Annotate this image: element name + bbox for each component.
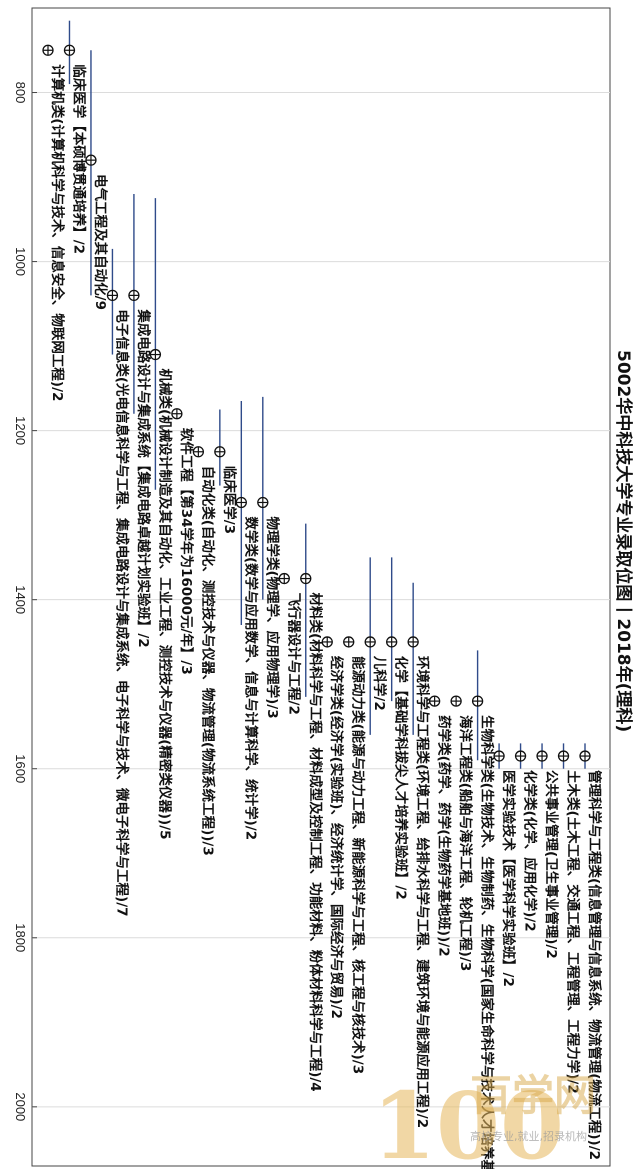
data-point xyxy=(364,636,376,648)
grid xyxy=(32,92,610,1108)
category-label: 管理科学与工程类(信息管理与信息系统、物流管理(物流工程))/2 xyxy=(586,770,603,1160)
category-label: 临床医学/3 xyxy=(221,466,238,534)
category-label: 经济学类(经济学(实验班)、经济统计学、国际经济与贸易)/2 xyxy=(328,656,345,1019)
category-label: 医学实验技术【医学科学实验班】/2 xyxy=(500,770,517,987)
category-label: 化学类(化学、应用化学)/2 xyxy=(522,770,539,932)
data-point xyxy=(171,408,183,420)
category-label: 儿科学/2 xyxy=(371,655,388,711)
data-point xyxy=(63,44,76,56)
category-label: 数学类(数学与应用数学、信息与计算科学、统计学)/2 xyxy=(242,516,259,840)
data-point xyxy=(257,496,269,509)
category-label: 环境科学与工程类(环境工程、给排水科学与工程、建筑环境与能源应用工程)/2 xyxy=(414,656,431,1128)
data-point xyxy=(149,348,162,361)
category-label: 集成电路设计与集成系统【集成电路卓越计划实验班】/2 xyxy=(135,308,152,647)
category-label: 计算机类(计算机科学与技术、信息安全、物联网工程)/2 xyxy=(49,64,66,401)
category-labels: 计算机类(计算机科学与技术、信息安全、物联网工程)/2 临床医学【本硕博贯通培养】… xyxy=(49,64,603,1169)
data-point xyxy=(493,750,505,762)
category-label: 机械类(机械设计制造及其自动化、工业工程、测控技术与仪器(精密类仪器))/5 xyxy=(156,369,173,840)
data-point xyxy=(386,636,398,648)
category-label: 电子信息类(光电信息科学与工程、集成电路设计与集成系统、电子科学与技术、微电子科… xyxy=(113,309,130,916)
category-label: 临床医学【本硕博贯通培养】/2 xyxy=(70,64,87,254)
category-label: 自动化类(自动化、测控技术与仪器、物流管理(物流系统工程))/3 xyxy=(199,466,216,856)
category-label: 药学类(药学、药学(生物药学基地班))/2 xyxy=(436,715,453,957)
data-point xyxy=(300,572,312,585)
x-axis-ticks: 800 1000 1200 1400 1600 1800 2000 xyxy=(13,82,37,1121)
data-point xyxy=(557,750,570,762)
data-point xyxy=(192,446,205,458)
x-tick-label: 1600 xyxy=(13,754,28,783)
data-point xyxy=(471,695,484,707)
watermark: 100 百学网 高校专业,就业,招录机构 xyxy=(372,1071,596,1169)
data-marks xyxy=(42,20,591,769)
data-point xyxy=(428,695,441,707)
data-point xyxy=(278,572,290,585)
data-point xyxy=(579,750,591,762)
x-tick-label: 1400 xyxy=(13,585,28,614)
category-label: 物理学类(物理学、应用物理学)/3 xyxy=(264,516,281,718)
data-point xyxy=(128,289,140,302)
watermark-digits: 100 xyxy=(372,1072,564,1169)
data-point xyxy=(214,446,226,458)
data-point xyxy=(407,636,419,648)
x-tick-label: 1800 xyxy=(13,923,28,952)
x-tick-label: 2000 xyxy=(13,1092,28,1121)
plot-area xyxy=(31,7,611,1167)
category-label: 飞行器设计与工程/2 xyxy=(285,593,302,715)
data-point xyxy=(450,695,462,707)
watermark-subtext: 高校专业,就业,招录机构 xyxy=(470,1129,587,1143)
category-label: 公共事业管理(卫生事业管理)/2 xyxy=(543,770,560,959)
category-label: 土木类(土木工程、交通工程、工程管理、工程力学)/2 xyxy=(565,770,582,1094)
category-label: 能源动力类(能源与动力工程、新能源科学与工程、核工程与核技术)/3 xyxy=(350,656,367,1074)
data-point xyxy=(235,496,247,509)
category-label: 生物科学类(生物技术、生物制药、生物科学(国家生命科学与技术人才培养基地))/2 xyxy=(479,715,496,1169)
data-point xyxy=(42,44,54,56)
data-point xyxy=(343,636,355,648)
x-tick-label: 1000 xyxy=(13,247,28,276)
chart-title: 5002华中科技大学专业录取位图丨2018年(理科) xyxy=(613,350,634,732)
watermark-text: 百学网 xyxy=(470,1071,596,1120)
category-label: 海洋工程类(船舶与海洋工程、轮机工程)/3 xyxy=(457,715,474,971)
data-point xyxy=(536,750,548,762)
category-label: 化学【基础学科拔尖人才培养实验班】/2 xyxy=(393,656,410,900)
data-point xyxy=(85,154,97,166)
category-label: 电气工程及其自动化/9 xyxy=(92,174,109,310)
x-tick-label: 800 xyxy=(13,82,28,104)
category-label: 软件工程【第34学年为16000元/年】/3 xyxy=(178,428,195,675)
data-point xyxy=(514,750,527,762)
category-label: 材料类(材料科学与工程、材料成型及控制工程、功能材料、粉体材料科学与工程)/4 xyxy=(307,593,324,1092)
data-point xyxy=(321,636,333,648)
data-point xyxy=(106,289,119,302)
x-tick-label: 1200 xyxy=(13,416,28,445)
